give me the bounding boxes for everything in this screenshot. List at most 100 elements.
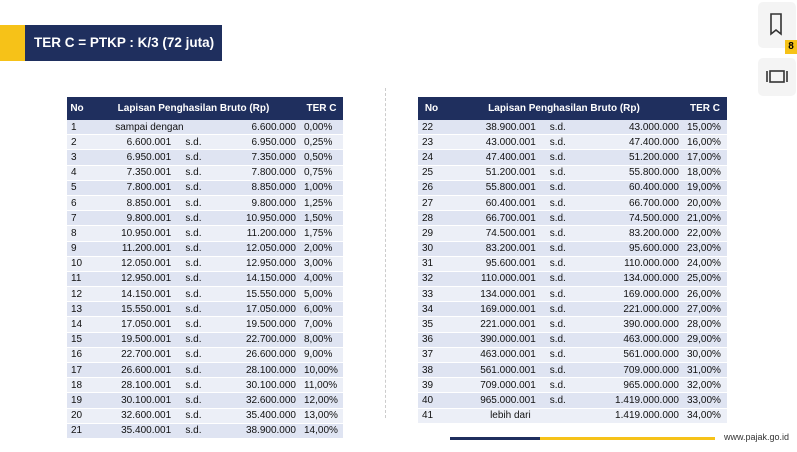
range-sep: s.d.: [539, 149, 576, 166]
table-row: 15 19.500.001 s.d. 22.700.000 8,00%: [67, 332, 343, 348]
row-number: 14: [67, 316, 87, 333]
row-number: 11: [67, 271, 87, 288]
range-from: 47.400.001: [445, 149, 540, 166]
range-from: 6.950.001: [87, 149, 176, 166]
slides-icon: [769, 70, 785, 83]
row-number: 28: [418, 210, 445, 227]
ter-rate: 30,00%: [683, 347, 727, 364]
range-to: 1.419.000.000: [575, 408, 683, 424]
range-to: 11.200.000: [211, 225, 300, 242]
ter-rate: 0,00%: [300, 120, 343, 136]
range-from: 51.200.001: [445, 165, 540, 181]
ter-table: No Lapisan Penghasilan Bruto (Rp) TER C 22 3…: [418, 97, 727, 424]
table-row: 38 561.000.001 s.d. 709.000.000 31,00%: [418, 362, 727, 379]
ter-rate: 18,00%: [683, 165, 727, 181]
row-number: 24: [418, 149, 445, 166]
ter-rate: 25,00%: [683, 271, 727, 288]
table-row: 1 sampai dengan 6.600.000 0,00%: [67, 120, 343, 136]
range-from: 66.700.001: [445, 210, 540, 227]
ter-rate: 1,25%: [300, 195, 343, 212]
table-row: 18 28.100.001 s.d. 30.100.000 11,00%: [67, 377, 343, 394]
range-to: 30.100.000: [211, 377, 300, 394]
ter-rate: 14,00%: [300, 423, 343, 439]
range-to: 17.050.000: [211, 301, 300, 318]
table-row: 30 83.200.001 s.d. 95.600.000 23,00%: [418, 241, 727, 257]
range-from: 17.050.001: [87, 316, 176, 333]
range-to: 66.700.000: [575, 195, 683, 212]
range-from: 95.600.001: [445, 256, 540, 272]
table-row: 7 9.800.001 s.d. 10.950.000 1,50%: [67, 210, 343, 227]
ter-rate: 9,00%: [300, 347, 343, 364]
table-row: 35 221.000.001 s.d. 390.000.000 28,00%: [418, 316, 727, 333]
range-to: 7.800.000: [211, 165, 300, 181]
ter-rate: 3,00%: [300, 256, 343, 272]
range-from: 74.500.001: [445, 225, 540, 242]
range-sep: s.d.: [175, 241, 212, 257]
ter-rate: 27,00%: [683, 301, 727, 318]
table-row: 22 38.900.001 s.d. 43.000.000 15,00%: [418, 120, 727, 136]
row-number: 1: [67, 120, 87, 136]
ter-rate: 33,00%: [683, 392, 727, 409]
range-sep: s.d.: [539, 195, 576, 212]
range-label: sampai dengan: [87, 120, 212, 136]
range-to: 134.000.000: [575, 271, 683, 288]
range-from: 134.000.001: [445, 286, 540, 303]
range-from: 55.800.001: [445, 180, 540, 196]
range-sep: s.d.: [175, 362, 212, 379]
row-number: 12: [67, 286, 87, 303]
range-to: 19.500.000: [211, 316, 300, 333]
range-sep: s.d.: [539, 377, 576, 394]
table-row: 10 12.050.001 s.d. 12.950.000 3,00%: [67, 256, 343, 272]
ter-rate: 1,00%: [300, 180, 343, 196]
range-from: 221.000.001: [445, 316, 540, 333]
footer-line: [450, 437, 540, 440]
range-sep: s.d.: [539, 347, 576, 364]
header-row: No Lapisan Penghasilan Bruto (Rp) TER C: [418, 97, 727, 120]
range-to: 22.700.000: [211, 332, 300, 348]
range-to: 169.000.000: [575, 286, 683, 303]
table-row: 19 30.100.001 s.d. 32.600.000 12,00%: [67, 392, 343, 409]
table-row: 27 60.400.001 s.d. 66.700.000 20,00%: [418, 195, 727, 212]
range-to: 83.200.000: [575, 225, 683, 242]
table-row: 33 134.000.001 s.d. 169.000.000 26,00%: [418, 286, 727, 303]
range-sep: s.d.: [175, 316, 212, 333]
range-from: 11.200.001: [87, 241, 176, 257]
range-label: lebih dari: [445, 408, 576, 424]
range-from: 7.800.001: [87, 180, 176, 196]
range-to: 965.000.000: [575, 377, 683, 394]
slides-button[interactable]: [758, 58, 796, 96]
header-cell: No: [67, 97, 87, 120]
range-sep: s.d.: [539, 241, 576, 257]
range-to: 95.600.000: [575, 241, 683, 257]
range-to: 12.050.000: [211, 241, 300, 257]
row-number: 6: [67, 195, 87, 212]
range-sep: s.d.: [539, 225, 576, 242]
table-row: 28 66.700.001 s.d. 74.500.000 21,00%: [418, 210, 727, 227]
range-from: 561.000.001: [445, 362, 540, 379]
range-from: 83.200.001: [445, 241, 540, 257]
row-number: 37: [418, 347, 445, 364]
ter-rate: 6,00%: [300, 301, 343, 318]
range-sep: s.d.: [175, 180, 212, 196]
row-number: 15: [67, 332, 87, 348]
range-from: 8.850.001: [87, 195, 176, 212]
range-from: 709.000.001: [445, 377, 540, 394]
range-sep: s.d.: [175, 195, 212, 212]
row-number: 17: [67, 362, 87, 379]
row-number: 5: [67, 180, 87, 196]
toolbar: [758, 2, 796, 96]
range-to: 38.900.000: [211, 423, 300, 439]
ter-table: No Lapisan Penghasilan Bruto (Rp) TER C 1 sa…: [67, 97, 343, 439]
range-to: 43.000.000: [575, 120, 683, 136]
bookmark-button[interactable]: [758, 2, 796, 48]
header-cell: Lapisan Penghasilan Bruto (Rp): [445, 97, 683, 120]
range-to: 709.000.000: [575, 362, 683, 379]
range-sep: s.d.: [539, 134, 576, 151]
table-row: 41 lebih dari 1.419.000.000 34,00%: [418, 408, 727, 424]
row-number: 25: [418, 165, 445, 181]
range-from: 12.950.001: [87, 271, 176, 288]
row-number: 36: [418, 332, 445, 348]
table-row: 20 32.600.001 s.d. 35.400.000 13,00%: [67, 408, 343, 424]
range-sep: s.d.: [175, 377, 212, 394]
accent-bar: [0, 25, 25, 61]
